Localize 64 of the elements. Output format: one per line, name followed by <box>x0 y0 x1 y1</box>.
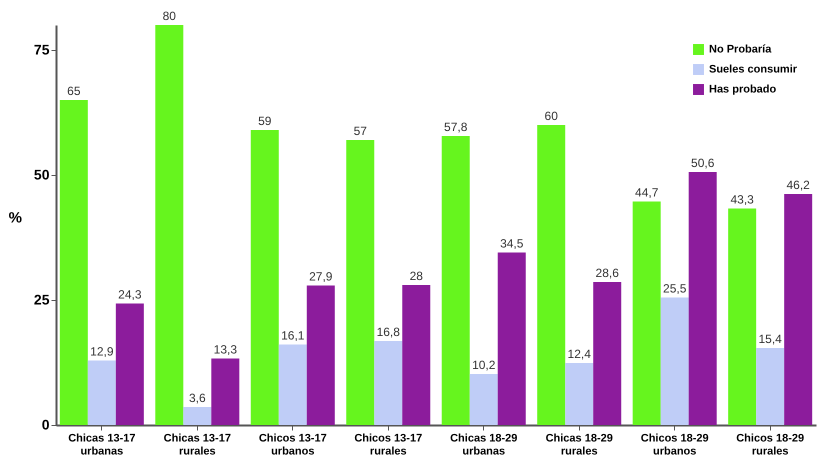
data-label: 50,6 <box>691 156 715 170</box>
bar <box>470 374 498 425</box>
data-label: 65 <box>67 84 81 98</box>
data-label: 10,2 <box>472 358 496 372</box>
bar <box>211 358 240 425</box>
y-tick-label: 25 <box>34 292 50 308</box>
data-label: 80 <box>162 9 176 23</box>
bar <box>728 208 756 425</box>
data-label: 59 <box>258 114 272 128</box>
legend-label: Has probado <box>709 84 777 96</box>
bar <box>155 25 184 425</box>
bar <box>346 140 374 425</box>
data-label: 16,1 <box>281 328 305 342</box>
data-label: 3,6 <box>188 391 206 405</box>
x-tick-label: Chicas 13-17 urbanas <box>68 432 136 458</box>
x-tick-label: Chicos 18-29 urbanos <box>640 432 709 458</box>
y-tick-label: 0 <box>42 416 50 432</box>
bar <box>250 130 279 425</box>
bar <box>88 360 116 425</box>
bar <box>784 194 812 425</box>
data-label: 28 <box>410 269 424 283</box>
data-label: 24,3 <box>118 288 142 302</box>
data-label: 44,7 <box>635 186 659 200</box>
bar <box>60 100 88 425</box>
y-tick-label: 50 <box>34 166 50 182</box>
bar <box>278 344 307 425</box>
bar <box>306 286 335 425</box>
bar <box>183 407 212 425</box>
bar <box>537 125 566 425</box>
bar <box>660 298 689 425</box>
bar <box>593 282 622 425</box>
legend-label: Sueles consumir <box>709 64 798 76</box>
data-label: 28,6 <box>596 266 620 280</box>
data-label: 16,8 <box>376 325 400 339</box>
data-label: 60 <box>544 109 558 123</box>
bar <box>498 252 526 425</box>
data-label: 57,8 <box>444 120 468 134</box>
data-label: 12,9 <box>90 344 114 358</box>
data-label: 57 <box>354 124 368 138</box>
x-tick-label: Chicos 13-17 urbanos <box>258 432 327 458</box>
x-tick-label: Chicas 18-29 rurales <box>546 432 613 458</box>
bar <box>442 136 470 425</box>
data-label: 43,3 <box>730 192 754 206</box>
x-tick-label: Chicos 13-17 rurales <box>354 432 422 458</box>
data-label: 13,3 <box>214 342 238 356</box>
y-axis-title: % <box>8 210 22 226</box>
legend-label: No Probaría <box>709 44 772 56</box>
x-tick-label: Chicas 18-29 urbanas <box>450 432 518 458</box>
data-label: 12,4 <box>568 347 592 361</box>
bar <box>756 348 784 425</box>
data-label: 15,4 <box>758 332 782 346</box>
data-label: 46,2 <box>786 178 810 192</box>
data-label: 34,5 <box>500 236 524 250</box>
y-tick-label: 75 <box>34 42 50 58</box>
bar <box>565 363 594 425</box>
bar <box>116 304 144 425</box>
bar <box>402 285 430 425</box>
bar <box>632 202 661 425</box>
x-tick-label: Chicos 18-29 rurales <box>736 432 804 458</box>
x-tick-label: Chicas 13-17 rurales <box>164 432 231 458</box>
bar <box>688 172 717 425</box>
bar <box>374 341 402 425</box>
data-label: 27,9 <box>309 270 333 284</box>
data-label: 25,5 <box>663 282 687 296</box>
